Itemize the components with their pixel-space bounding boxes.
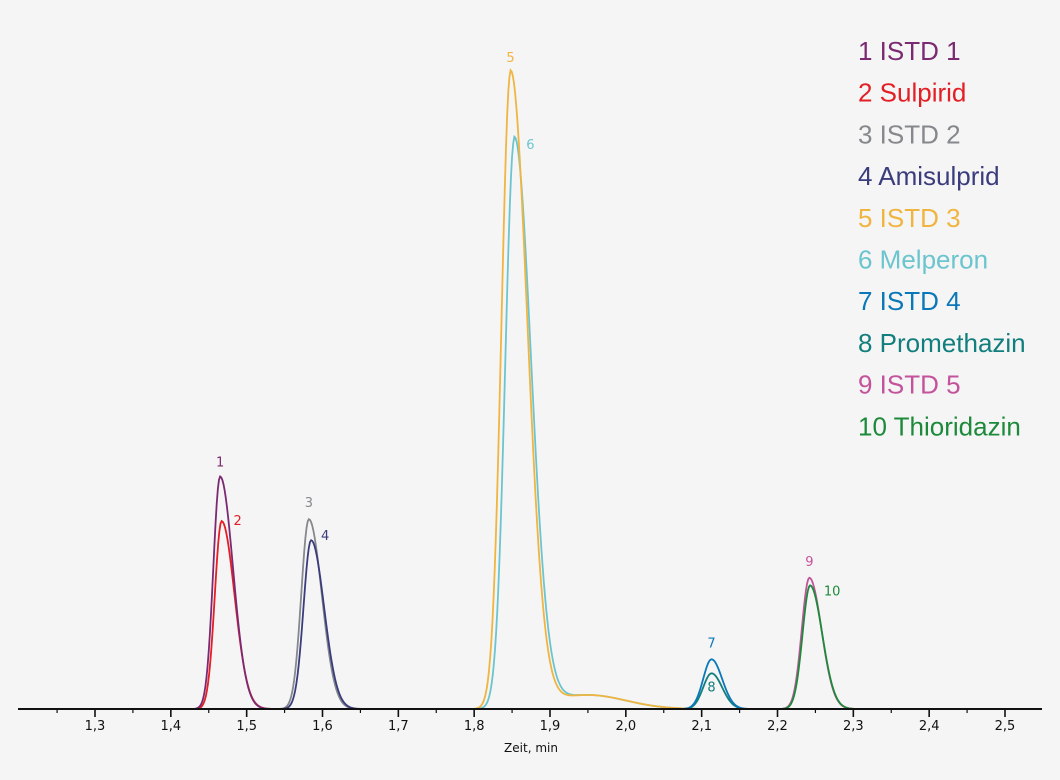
trace-10 — [764, 584, 882, 710]
trace-5 — [455, 68, 717, 710]
trace-4 — [265, 538, 388, 710]
x-tick-label: 1,3 — [85, 719, 106, 734]
legend-item-10: 10 Thioridazin — [858, 411, 1021, 441]
x-tick-label: 1,4 — [160, 719, 181, 734]
legend-item-9: 9 ISTD 5 — [858, 370, 961, 400]
legend-item-8: 8 Promethazin — [858, 328, 1026, 358]
x-tick-label: 2,1 — [691, 719, 712, 734]
peak-label-4: 4 — [321, 529, 329, 544]
x-tick-label: 2,5 — [995, 719, 1016, 734]
legend-item-7: 7 ISTD 4 — [858, 286, 961, 316]
x-tick-label: 1,9 — [540, 719, 561, 734]
x-tick-label: 2,3 — [843, 719, 864, 734]
legend: 1 ISTD 1 2 Sulpirid 3 ISTD 2 4 Amisulprid 5 … — [858, 36, 1026, 441]
legend-item-5: 5 ISTD 3 — [858, 203, 961, 233]
x-tick-label: 1,7 — [388, 719, 409, 734]
x-axis-title: Zeit, min — [504, 741, 558, 755]
x-tick-label: 2,2 — [767, 719, 788, 734]
legend-item-3: 3 ISTD 2 — [858, 119, 961, 149]
x-tick-label: 2,4 — [919, 719, 940, 734]
x-tick-label: 1,6 — [312, 719, 333, 734]
chromatogram-traces — [179, 68, 882, 710]
legend-item-1: 1 ISTD 1 — [858, 36, 961, 66]
x-tick-label: 1,5 — [236, 719, 257, 734]
trace-9 — [763, 576, 882, 710]
x-tick-label: 2,0 — [615, 719, 636, 734]
legend-item-4: 4 Amisulprid — [858, 161, 1000, 191]
legend-item-2: 2 Sulpirid — [858, 78, 966, 108]
trace-7 — [661, 658, 775, 710]
trace-1 — [179, 475, 297, 710]
legend-item-6: 6 Melperon — [858, 245, 988, 275]
trace-8 — [661, 672, 775, 710]
peak-label-1: 1 — [216, 455, 224, 470]
peak-label-6: 6 — [526, 138, 534, 153]
trace-2 — [180, 519, 298, 710]
x-tick-label: 1,8 — [464, 719, 485, 734]
peak-label-7: 7 — [707, 636, 715, 651]
peak-label-5: 5 — [506, 51, 514, 66]
peak-labels: 1 2 3 4 5 6 7 8 9 10 — [216, 51, 840, 695]
x-axis-ticks: 1,3 1,4 1,5 1,6 1,7 1,8 1,9 2,0 2,1 2,2 2,3 2,4 2,5 — [56, 709, 1016, 734]
peak-label-8: 8 — [707, 680, 715, 695]
peak-label-2: 2 — [234, 514, 242, 529]
peak-label-3: 3 — [305, 496, 313, 511]
peak-label-10: 10 — [824, 584, 841, 599]
peak-label-9: 9 — [805, 555, 813, 570]
